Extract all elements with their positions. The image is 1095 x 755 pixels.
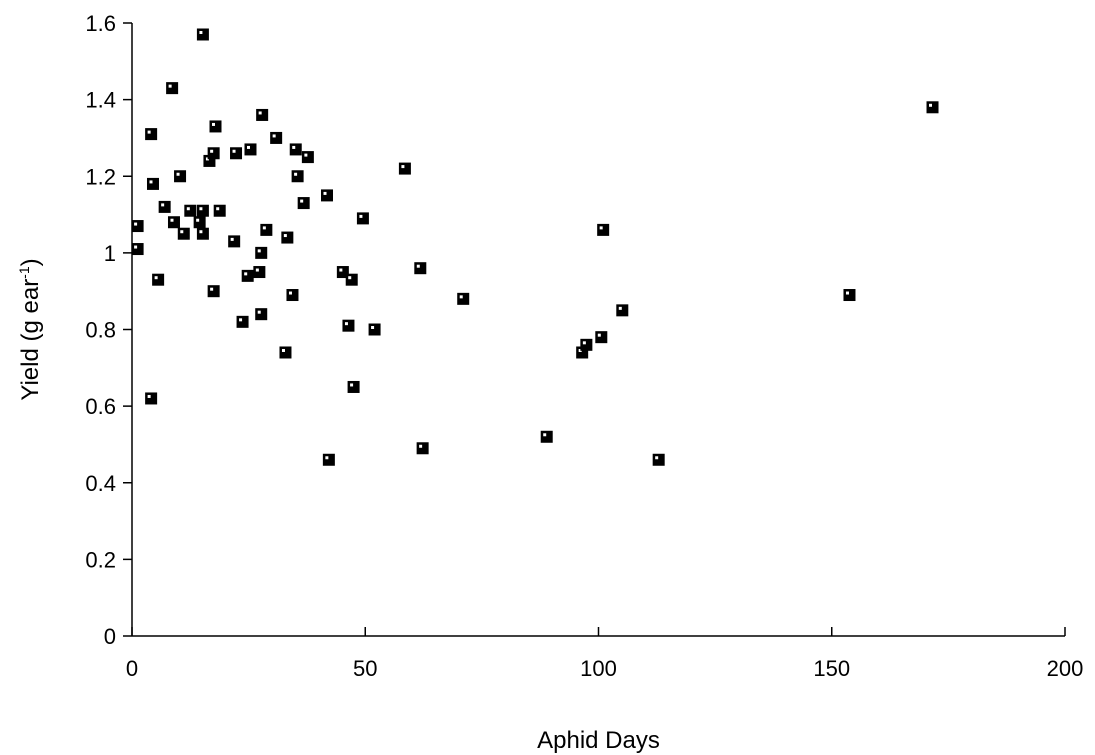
data-point — [301, 151, 314, 164]
data-point — [145, 392, 158, 405]
y-tick-label: 1 — [104, 241, 116, 266]
data-point — [193, 216, 206, 229]
data-points — [131, 28, 939, 466]
data-point — [174, 170, 187, 183]
y-tick-label: 0.6 — [85, 394, 116, 419]
data-point — [213, 204, 226, 217]
data-point — [230, 147, 243, 160]
data-point — [209, 120, 222, 133]
data-point — [228, 235, 241, 248]
data-point — [146, 177, 159, 190]
y-tick-label: 1.6 — [85, 11, 116, 36]
data-point — [322, 453, 335, 466]
data-point — [540, 430, 553, 443]
x-tick-label: 200 — [1047, 656, 1084, 681]
data-point — [297, 197, 310, 210]
data-point — [167, 216, 180, 229]
axes — [131, 23, 1065, 637]
data-point — [597, 223, 610, 236]
data-point — [457, 292, 470, 305]
data-point — [152, 273, 165, 286]
data-point — [347, 380, 360, 393]
data-point — [342, 319, 355, 332]
data-point — [236, 315, 249, 328]
x-ticks: 0 50 100 150 200 — [126, 627, 1083, 681]
x-tick-label: 100 — [580, 656, 617, 681]
data-point — [253, 266, 266, 279]
y-tick-label: 1.4 — [85, 88, 116, 113]
data-point — [184, 204, 197, 217]
data-point — [398, 162, 411, 175]
data-point — [843, 289, 856, 302]
y-tick-label: 0.4 — [85, 471, 116, 496]
x-tick-label: 0 — [126, 656, 138, 681]
x-tick-label: 50 — [353, 656, 377, 681]
y-axis-title-suffix: ) — [17, 258, 44, 266]
data-point — [241, 269, 254, 282]
y-axis-title-main: Yield (g ear — [17, 279, 44, 401]
data-point — [926, 101, 939, 114]
y-tick-label: 0 — [104, 624, 116, 649]
data-point — [207, 147, 220, 160]
y-tick-label: 0.2 — [85, 547, 116, 572]
data-point — [131, 243, 144, 256]
data-point — [177, 227, 190, 240]
data-point — [131, 220, 144, 233]
data-point — [416, 442, 429, 455]
data-point — [652, 453, 665, 466]
data-point — [256, 108, 269, 121]
data-point — [196, 204, 209, 217]
data-point — [356, 212, 369, 225]
y-ticks: 0 0.2 0.4 0.6 0.8 1 1.2 1.4 1.6 — [85, 11, 132, 649]
data-point — [196, 227, 209, 240]
data-point — [291, 170, 304, 183]
data-point — [286, 289, 299, 302]
data-point — [320, 189, 333, 202]
data-point — [260, 223, 273, 236]
data-point — [281, 231, 294, 244]
data-point — [580, 338, 593, 351]
data-point — [244, 143, 257, 156]
y-tick-label: 1.2 — [85, 164, 116, 189]
data-point — [595, 331, 608, 344]
y-tick-label: 0.8 — [85, 318, 116, 343]
data-point — [336, 266, 349, 279]
data-point — [414, 262, 427, 275]
data-point — [166, 82, 179, 95]
data-point — [207, 285, 220, 298]
data-point — [345, 273, 358, 286]
data-point — [158, 200, 171, 213]
data-point — [255, 246, 268, 259]
data-point — [255, 308, 268, 321]
data-point — [270, 131, 283, 144]
data-point — [196, 28, 209, 41]
y-axis-title-superscript: -1 — [16, 266, 32, 279]
data-point — [279, 346, 292, 359]
y-axis-title: Yield (g ear-1) — [16, 258, 44, 400]
data-point — [145, 128, 158, 141]
data-point — [289, 143, 302, 156]
x-tick-label: 150 — [813, 656, 850, 681]
data-point — [368, 323, 381, 336]
x-axis-title: Aphid Days — [537, 727, 660, 754]
data-point — [616, 304, 629, 317]
